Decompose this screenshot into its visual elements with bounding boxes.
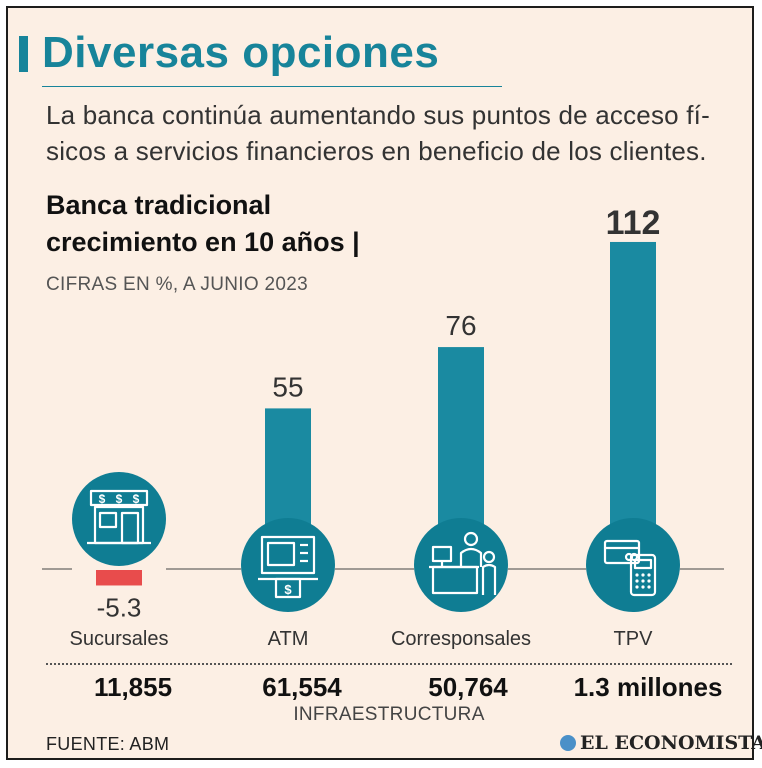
svg-text:$: $ — [99, 492, 106, 506]
value-label: -5.3 — [97, 592, 142, 622]
bar — [610, 241, 656, 528]
category-label: TPV — [614, 628, 654, 650]
bar-group-sucursales: -5.3 Sucursales — [70, 570, 169, 650]
chart-title-line-1: Banca tradicional — [46, 190, 272, 220]
svg-text:$: $ — [116, 492, 123, 506]
subtitle-line-2: sicos a servicios financieros en benefic… — [46, 136, 707, 166]
bank-branch-icon: $ $ $ — [72, 472, 166, 566]
source-note: FUENTE: ABM — [46, 734, 170, 754]
bar-group-atm: 55 ATM — [265, 371, 311, 650]
infra-value-tpv: 1.3 millones — [573, 672, 723, 702]
title-accent-bar — [19, 36, 28, 72]
bar-group-tpv: 112 TPV — [606, 204, 661, 650]
brand-mark-icon — [560, 735, 576, 751]
correspondent-counter-icon — [414, 518, 508, 612]
svg-text:$: $ — [133, 492, 140, 506]
subtitle-line-1: La banca continúa aumentando sus puntos … — [46, 100, 710, 130]
page-title: Diversas opciones — [42, 28, 440, 77]
dotted-divider — [46, 663, 732, 665]
value-label: 112 — [606, 204, 661, 242]
bar-group-corresponsales: 76 Corresponsales — [391, 310, 531, 650]
infographic-frame: Diversas opciones La banca continúa aume… — [6, 6, 762, 760]
value-label: 55 — [272, 371, 303, 402]
value-label: 76 — [445, 310, 476, 341]
category-label: ATM — [268, 628, 309, 650]
chart-subtitle: CIFRAS EN %, A JUNIO 2023 — [46, 274, 308, 295]
bar-chart: -5.3 Sucursales 55 ATM 76 Corresponsales 112 TP… — [42, 204, 724, 650]
infra-value-corresponsales: 50,764 — [428, 672, 508, 702]
category-label: Corresponsales — [391, 628, 531, 650]
bar — [96, 570, 142, 586]
brand-logo: EL ECONOMISTA — [560, 732, 762, 754]
svg-text:$: $ — [284, 582, 292, 597]
brand-name: EL ECONOMISTA — [580, 732, 762, 754]
bar — [438, 347, 484, 528]
infra-value-atm: 61,554 — [262, 672, 342, 702]
category-label: Sucursales — [70, 628, 169, 650]
chart-title-line-2: crecimiento en 10 años | — [46, 227, 360, 257]
bar — [265, 408, 311, 528]
title-rule — [42, 86, 502, 87]
atm-icon: $ — [241, 518, 335, 612]
infra-value-sucursales: 11,855 — [93, 672, 173, 702]
infrastructure-label: INFRAESTRUCTURA — [293, 704, 485, 725]
pos-terminal-icon — [586, 518, 680, 612]
